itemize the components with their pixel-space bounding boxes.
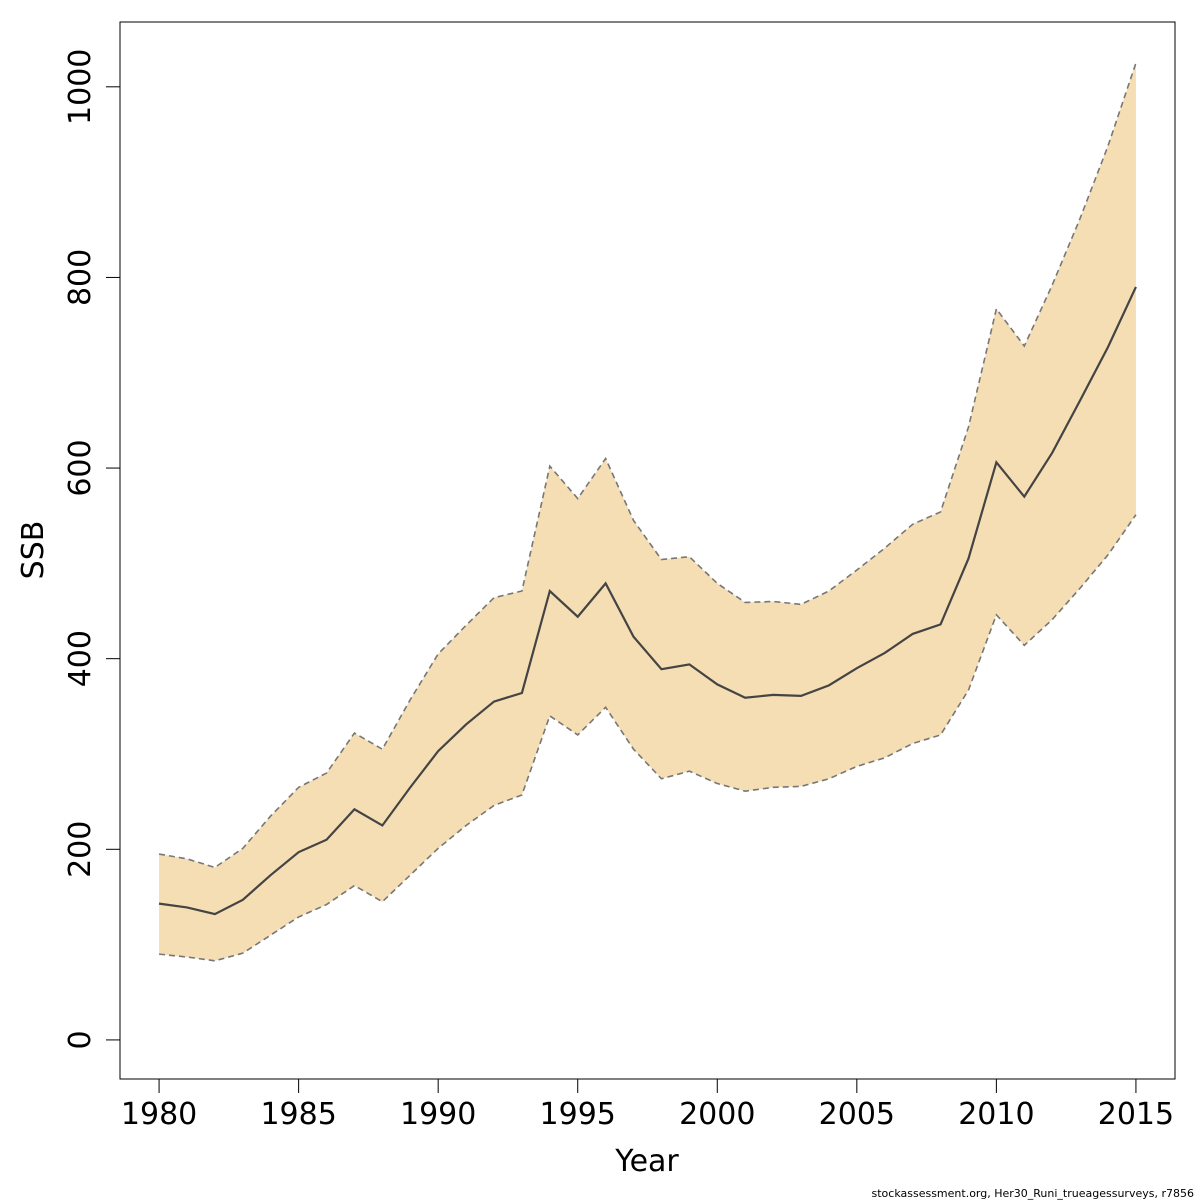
x-tick-label: 1985 [260,1097,336,1132]
lower-bound-line [158,514,1137,962]
y-tick-label: 0 [63,1030,98,1049]
x-tick-label: 2000 [679,1097,755,1132]
y-tick-label: 1000 [63,49,98,125]
y-axis-title: SSB [16,521,51,580]
x-tick-label: 2005 [819,1097,895,1132]
footnote: stockassessment.org, Her30_Runi_trueages… [872,1187,1195,1200]
confidence-band [159,62,1136,961]
y-tick-label: 400 [63,630,98,687]
x-axis: 1980 1985 1990 1995 2000 2005 2010 2015 [121,1078,1174,1132]
x-tick-label: 1990 [400,1097,476,1132]
x-tick-label: 1995 [540,1097,616,1132]
x-tick-label: 2015 [1098,1097,1174,1132]
upper-bound-line [158,62,1137,869]
y-tick-label: 200 [63,821,98,878]
x-axis-title: Year [614,1144,679,1179]
y-tick-label: 600 [63,439,98,496]
y-tick-label: 800 [63,249,98,306]
x-tick-label: 1980 [121,1097,197,1132]
y-axis: 0 200 400 600 800 1000 [63,49,121,1049]
plot-area [158,62,1137,962]
x-tick-label: 2010 [958,1097,1034,1132]
ssb-estimate-line [158,286,1137,916]
